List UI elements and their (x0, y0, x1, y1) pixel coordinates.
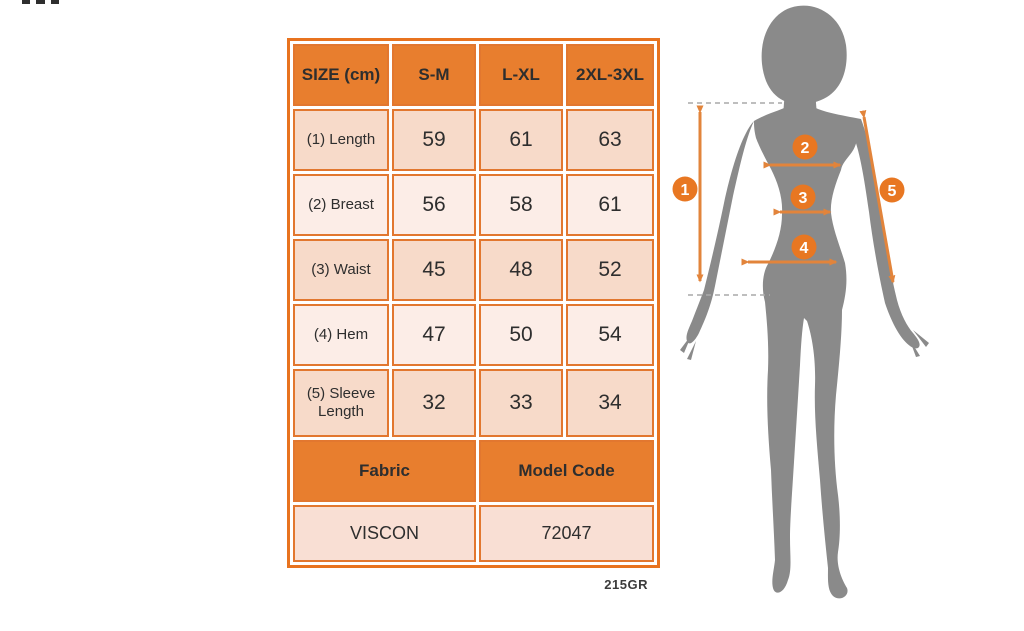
hem-sm: 47 (392, 304, 476, 366)
column-header-sm: S-M (392, 44, 476, 106)
table-row-hem: (4) Hem 47 50 54 (293, 304, 654, 366)
row-label-sleeve-length: (5) Sleeve Length (293, 369, 389, 437)
table-footer-values-row: VISCON 72047 (293, 505, 654, 562)
silhouette-right-hand-fingers (909, 330, 929, 357)
badge-5: 5 (879, 177, 905, 203)
column-header-2xl3xl: 2XL-3XL (566, 44, 654, 106)
badge-1: 1 (672, 176, 698, 202)
row-label-breast: (2) Breast (293, 174, 389, 236)
size-chart-table: SIZE (cm) S-M L-XL 2XL-3XL (1) Length 59… (287, 38, 660, 568)
fabric-header: Fabric (293, 440, 476, 502)
column-header-lxl: L-XL (479, 44, 563, 106)
table-row-length: (1) Length 59 61 63 (293, 109, 654, 171)
size-chart-header-row: SIZE (cm) S-M L-XL 2XL-3XL (293, 44, 654, 106)
reference-dashes (688, 102, 782, 296)
size-unit-header: SIZE (cm) (293, 44, 389, 106)
female-silhouette (680, 5, 929, 599)
model-code-value: 72047 (479, 505, 654, 562)
sleeve-lxl: 33 (479, 369, 563, 437)
badge-1-label: 1 (681, 182, 690, 199)
silhouette-left-arm (686, 121, 754, 344)
silhouette-head (761, 5, 847, 105)
table-row-breast: (2) Breast 56 58 61 (293, 174, 654, 236)
table-footer-header-row: Fabric Model Code (293, 440, 654, 502)
cropped-text-artifact (22, 0, 66, 5)
badge-5-label: 5 (888, 183, 897, 200)
measurement-badges: 1 2 3 4 5 (672, 134, 905, 260)
table-row-waist: (3) Waist 45 48 52 (293, 239, 654, 301)
badge-3-label: 3 (799, 190, 808, 207)
row-label-hem: (4) Hem (293, 304, 389, 366)
length-lxl: 61 (479, 109, 563, 171)
breast-lxl: 58 (479, 174, 563, 236)
table-row-sleeve-length: (5) Sleeve Length 32 33 34 (293, 369, 654, 437)
waist-2xl3xl: 52 (566, 239, 654, 301)
badge-4: 4 (791, 234, 817, 260)
waist-lxl: 48 (479, 239, 563, 301)
silhouette-body (754, 106, 861, 599)
length-sm: 59 (392, 109, 476, 171)
model-code-header: Model Code (479, 440, 654, 502)
badge-4-label: 4 (800, 240, 809, 257)
badge-2: 2 (792, 134, 818, 160)
measurement-figure: 1 2 3 4 5 (672, 5, 929, 599)
breast-sm: 56 (392, 174, 476, 236)
silhouette-left-hand-fingers (680, 334, 696, 360)
row-label-length: (1) Length (293, 109, 389, 171)
arrow-sleeve (859, 109, 896, 284)
fabric-value: VISCON (293, 505, 476, 562)
row-label-waist: (3) Waist (293, 239, 389, 301)
breast-2xl3xl: 61 (566, 174, 654, 236)
badge-2-label: 2 (801, 140, 810, 157)
sleeve-sm: 32 (392, 369, 476, 437)
sleeve-2xl3xl: 34 (566, 369, 654, 437)
hem-2xl3xl: 54 (566, 304, 654, 366)
measurement-arrows (696, 105, 896, 284)
length-2xl3xl: 63 (566, 109, 654, 171)
silhouette-right-arm (854, 119, 920, 349)
hem-lxl: 50 (479, 304, 563, 366)
waist-sm: 45 (392, 239, 476, 301)
weight-note: 215GR (604, 577, 648, 592)
badge-3: 3 (790, 184, 816, 210)
